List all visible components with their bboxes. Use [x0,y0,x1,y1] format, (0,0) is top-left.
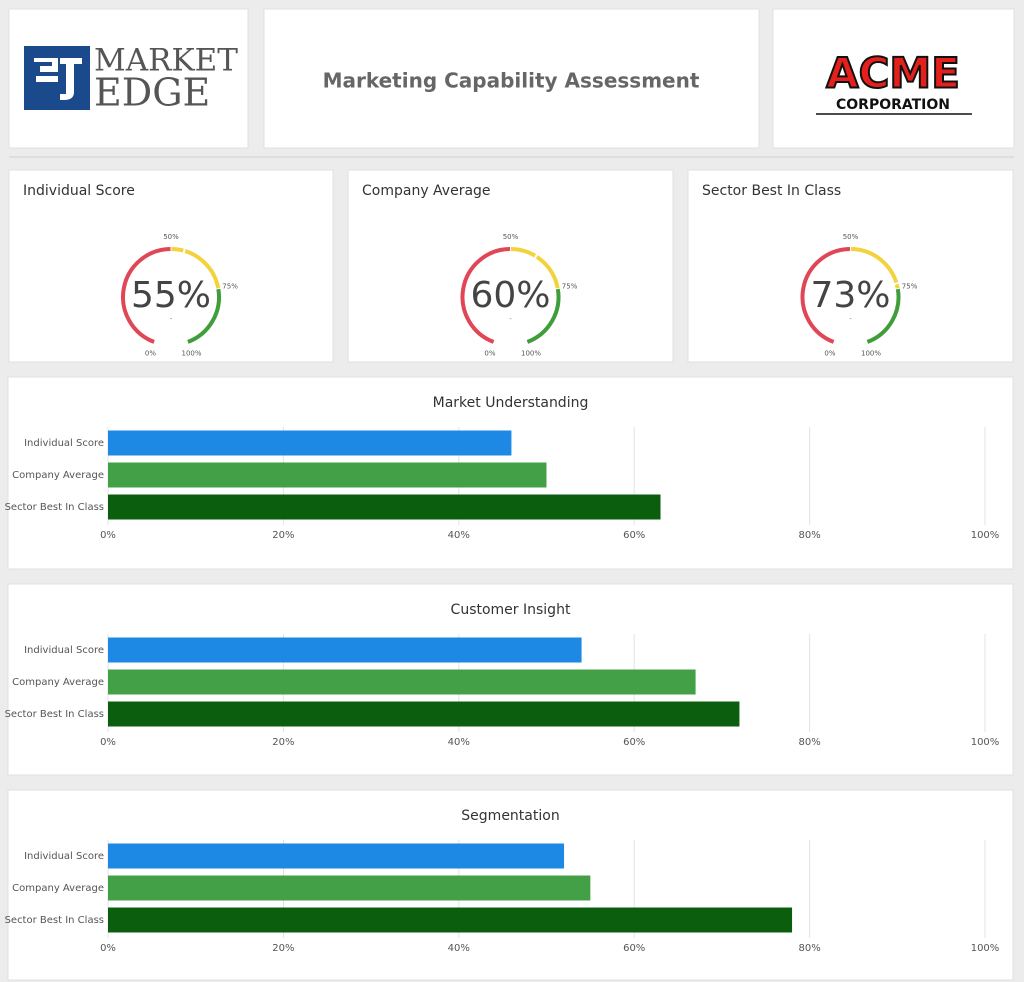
x-tick-label: 20% [272,530,294,541]
gauge-tick [554,287,561,290]
gauge-band [526,288,561,344]
gauge-value: 60% [470,275,550,316]
gauge-band [866,288,901,344]
gauge-tick [832,339,836,346]
gauge-tick-label: 50% [503,233,519,241]
gauge-card [687,169,1014,363]
gauge-band [186,288,221,344]
bar [108,875,591,901]
gauge-band [121,247,172,344]
y-tick-label: Individual Score [24,851,104,862]
x-tick-label: 60% [623,737,645,748]
x-tick-label: 80% [798,530,820,541]
bar [108,907,793,933]
gauge-marker [892,281,901,286]
page-title: Marketing Capability Assessment [323,69,700,93]
gauge-title: Sector Best In Class [702,183,841,199]
x-tick-label: 100% [971,943,1000,954]
y-tick-label: Sector Best In Class [5,709,104,720]
bar [108,494,661,520]
gauge-tick-label: 100% [861,349,881,357]
x-tick-label: 40% [448,943,470,954]
logo-text: EDGE [94,71,210,115]
x-tick-label: 20% [272,737,294,748]
x-tick-label: 60% [623,943,645,954]
gauge-title: Individual Score [23,183,135,199]
gauge-band [460,247,511,344]
gauge-marker [532,252,539,261]
y-tick-label: Company Average [12,883,104,894]
gauge-tick [185,339,189,346]
x-tick-label: 20% [272,943,294,954]
gauge-tick-label: 100% [182,349,202,357]
gauge-band [510,247,560,290]
gauge-tick [153,339,157,346]
y-tick-label: Company Average [12,677,104,688]
x-tick-label: 60% [623,530,645,541]
logo-text: MARKET [94,43,238,79]
x-tick-label: 80% [798,943,820,954]
x-tick-label: 80% [798,737,820,748]
gauge-tick [865,339,869,346]
bar [108,843,565,869]
gauge-card [347,169,674,363]
gauge-tick [215,287,222,290]
bar [108,637,582,663]
chart-title: Segmentation [461,808,559,824]
y-tick-label: Sector Best In Class [5,502,104,513]
bar [108,462,547,488]
gauge-band [850,247,900,290]
logo-card [772,8,1015,149]
gauge-tick [525,339,529,346]
chart-title: Customer Insight [451,602,571,618]
gauge-band [170,247,221,290]
x-tick-label: 40% [448,530,470,541]
gauge-tick-label: 75% [222,283,238,291]
gauge-tick [492,339,496,346]
gauge-tick [894,287,901,290]
bar [108,430,512,456]
logo-text: CORPORATION [836,97,950,113]
gauge-tick-label: 0% [484,349,495,357]
y-tick-label: Individual Score [24,438,104,449]
logo-text: ACME [826,49,960,98]
bar [108,669,696,695]
y-tick-label: Sector Best In Class [5,915,104,926]
gauge-band [800,247,851,344]
gauge-tick-label: 100% [521,349,541,357]
bar [108,701,740,727]
gauge-label: - [849,315,852,323]
gauge-tick-label: 0% [824,349,835,357]
y-tick-label: Company Average [12,470,104,481]
x-tick-label: 0% [100,943,116,954]
x-tick-label: 0% [100,530,116,541]
x-tick-label: 100% [971,737,1000,748]
gauge-tick-label: 0% [145,349,156,357]
x-tick-label: 100% [971,530,1000,541]
gauge-tick-label: 75% [902,283,918,291]
gauge-card [8,169,334,363]
title-card [263,8,760,149]
x-tick-label: 0% [100,737,116,748]
gauge-label: - [170,315,173,323]
gauge-tick-label: 50% [163,233,179,241]
gauge-marker [182,246,187,255]
gauge-value: 55% [131,275,211,316]
chart-title: Market Understanding [433,395,589,411]
y-tick-label: Individual Score [24,645,104,656]
gauge-value: 73% [810,275,890,316]
x-tick-label: 40% [448,737,470,748]
gauge-title: Company Average [362,183,491,199]
gauge-tick-label: 75% [562,283,578,291]
gauge-tick-label: 50% [843,233,859,241]
logo-glyph [34,58,82,100]
gauge-label: - [509,315,512,323]
